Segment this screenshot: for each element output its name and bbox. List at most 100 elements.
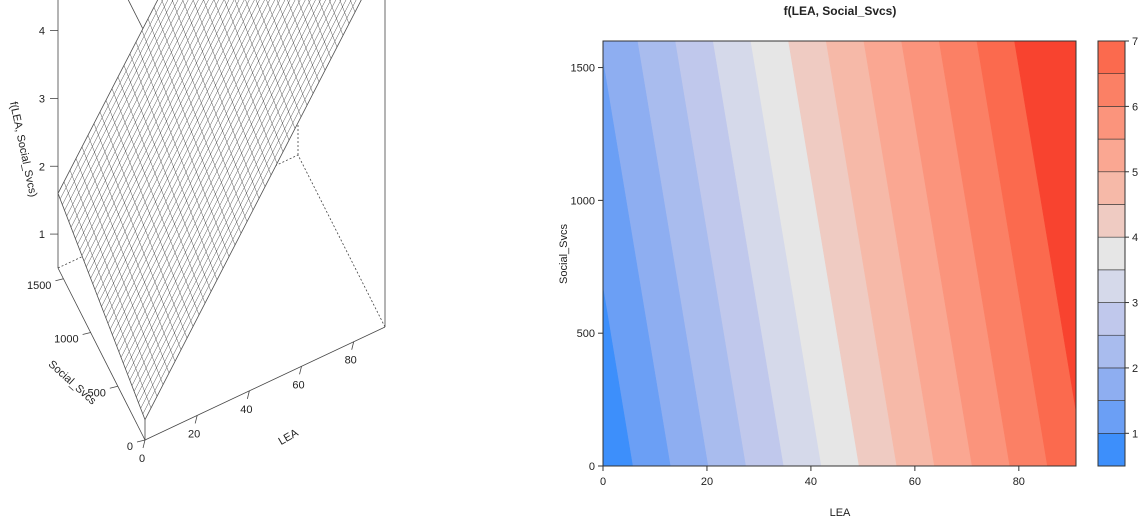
y-axis-title: Social_Svcs <box>558 224 570 284</box>
box-edge <box>144 326 386 441</box>
contour-band <box>1014 41 1076 413</box>
x-tick-mark <box>142 439 146 449</box>
mesh-line-y <box>90 0 235 279</box>
y-axis-title: Social_Svcs <box>46 358 99 407</box>
y-tick-label: 0 <box>127 441 133 453</box>
z-axis-title: f(LEA, Social_Svcs) <box>7 101 39 199</box>
mesh-line-x <box>245 0 296 129</box>
box-edge <box>127 0 146 34</box>
mesh-line-y <box>83 0 220 262</box>
y-tick-mark <box>82 332 91 335</box>
mesh-line-x <box>297 0 326 71</box>
contour-band <box>825 41 935 466</box>
mesh-line-y <box>86 0 225 268</box>
y-tick-mark <box>109 385 118 389</box>
y-tick-label: 0 <box>589 461 595 473</box>
mesh-line-x <box>234 0 290 141</box>
x-tick-label: 80 <box>1013 476 1025 488</box>
x-axis-title: LEA <box>830 507 851 519</box>
mesh-line-y <box>75 0 199 239</box>
contour-band <box>976 41 1076 466</box>
contour-bands <box>603 41 1076 466</box>
mesh-line-x <box>276 0 314 94</box>
x-tick-label: 80 <box>345 355 357 367</box>
mesh-line-x <box>224 0 284 152</box>
z-tick-label: 2 <box>39 161 45 173</box>
mesh-line-y <box>77 0 204 245</box>
colorbar: 1 2 3 4 5 6 7 <box>1097 36 1138 467</box>
mesh-line-x <box>266 0 308 106</box>
z-tick-label: 1 <box>39 229 45 241</box>
x-tick-label: 0 <box>600 476 606 488</box>
box-edge <box>57 267 146 441</box>
x-tick-label: 60 <box>292 379 304 391</box>
contour-band <box>938 41 1048 466</box>
mesh-line-y <box>70 0 189 228</box>
mesh-line-y <box>101 0 260 307</box>
contour-band <box>788 41 898 466</box>
z-tick-label: 4 <box>39 26 45 38</box>
x-tick-mark <box>194 415 198 424</box>
mesh-line-y <box>57 0 158 194</box>
colorbar-swatch <box>1097 73 1126 107</box>
colorbar-tick-label: 3 <box>1132 298 1138 310</box>
y-tick-label: 1500 <box>27 280 51 292</box>
y-tick-label: 1500 <box>571 63 595 75</box>
mesh-line-y <box>81 0 214 256</box>
colorbar-tick-label: 2 <box>1132 363 1138 375</box>
mesh-line-x <box>287 0 320 83</box>
contour-band <box>675 41 785 466</box>
z-tick-label: 3 <box>39 93 45 105</box>
contour-band <box>603 41 709 466</box>
colorbar-tick-label: 7 <box>1132 36 1138 48</box>
y-tick-label: 500 <box>577 328 595 340</box>
mesh-line-y <box>99 0 255 301</box>
x-tick-mark <box>351 341 355 350</box>
colorbar-tick-label: 4 <box>1132 232 1138 244</box>
colorbar-swatch <box>1097 204 1126 238</box>
x-tick-label: 20 <box>701 476 713 488</box>
contour-band <box>750 41 860 466</box>
mesh-line-y <box>73 0 194 234</box>
colorbar-tick-label: 1 <box>1132 428 1138 440</box>
mesh-line-y <box>66 0 179 217</box>
x-tick-mark <box>246 390 250 399</box>
y-axis-ticks: 0 500 1000 1500 <box>571 63 603 473</box>
mesh-line-x <box>318 0 338 48</box>
y-tick-mark <box>136 439 146 443</box>
mesh-line-y <box>96 0 250 296</box>
x-axis-title: LEA <box>276 427 301 448</box>
y-tick-label: 500 <box>87 387 105 399</box>
y-tick-label: 1000 <box>571 195 595 207</box>
colorbar-frame <box>1097 40 1126 467</box>
surface-mesh <box>57 0 362 421</box>
colorbar-swatch <box>1097 138 1126 173</box>
y-tick-label: 1000 <box>54 334 78 346</box>
plot-frame <box>602 40 1077 467</box>
colorbar-swatch <box>1097 400 1126 434</box>
contour-band <box>863 41 973 466</box>
y-axis-ticks: 0 500 1000 1500 <box>27 278 146 453</box>
x-tick-mark <box>299 366 302 375</box>
colorbar-swatch <box>1097 171 1126 205</box>
contour-band <box>637 41 747 466</box>
colorbar-swatch <box>1097 367 1126 401</box>
mesh-line-y <box>62 0 169 205</box>
mesh-line-y <box>59 0 164 200</box>
contour-band <box>901 41 1011 466</box>
contour-plot: f(LEA, Social_Svcs) 0 20 40 60 80 0500100015… <box>558 4 1138 519</box>
colorbar-swatch <box>1097 106 1126 140</box>
x-tick-label: 40 <box>805 476 817 488</box>
colorbar-swatch <box>1097 302 1126 336</box>
mesh-line-y <box>92 0 240 285</box>
colorbar-tick-label: 6 <box>1132 101 1138 113</box>
chart-title: f(LEA, Social_Svcs) <box>784 4 897 18</box>
x-axis-ticks: 0 20 40 60 80 <box>600 466 1025 488</box>
colorbar-tick-label: 5 <box>1132 167 1138 179</box>
y-tick-mark <box>55 278 64 282</box>
mesh-line-x <box>203 0 272 176</box>
mesh-line-y <box>68 0 184 222</box>
